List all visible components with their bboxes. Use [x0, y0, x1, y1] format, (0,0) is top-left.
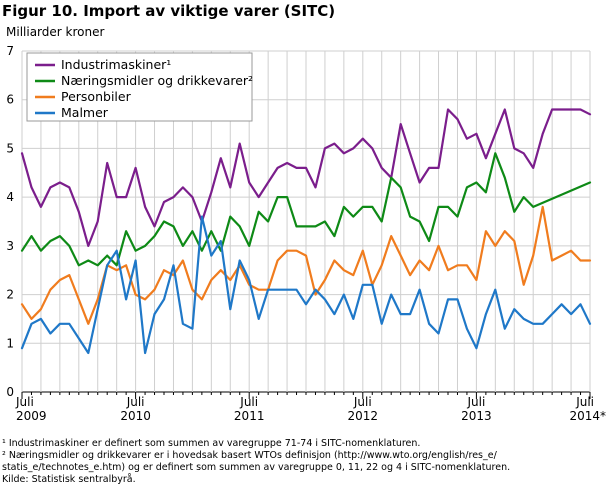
series-line-3: [20, 205, 592, 325]
legend-label-4: Malmer: [61, 105, 109, 120]
source-note: Kilde: Statistisk sentralbyrå.: [2, 474, 136, 485]
x-tick-year-label: 2013: [461, 409, 492, 423]
y-tick-label: 3: [6, 239, 14, 253]
legend-label-1: Industrimaskiner¹: [61, 57, 171, 72]
series-line-4: [20, 215, 592, 355]
x-tick-month-label: Juli: [15, 395, 34, 409]
x-tick-month-label: Juli: [239, 395, 258, 409]
footnote-1: ¹ Industrimaskiner er definert som summe…: [2, 438, 421, 449]
y-tick-label: 6: [6, 93, 14, 107]
y-tick-label: 5: [6, 141, 14, 155]
footnote-2: ² Næringsmidler og drikkevarer er i hove…: [2, 450, 497, 461]
y-tick-labels: 0 1 2 3 4 5 6 7: [6, 44, 14, 399]
legend-label-2: Næringsmidler og drikkevarer²: [61, 73, 253, 88]
legend-box: [26, 52, 253, 122]
x-tick-year-label: 2012: [348, 409, 379, 423]
x-tick-month-label: Juli: [126, 395, 145, 409]
y-tick-label: 1: [6, 336, 14, 350]
x-tick-month-label: Juli: [575, 395, 594, 409]
legend-label-3: Personbiler: [61, 89, 132, 104]
x-tick-year-label: 2011: [234, 409, 265, 423]
series-line-1: [20, 108, 592, 247]
y-tick-label: 7: [6, 44, 14, 58]
y-tick-label: 0: [6, 385, 14, 399]
unit-label: Milliarder kroner: [6, 25, 105, 39]
x-tick-month-label: Juli: [353, 395, 372, 409]
footnote-2-continued: statis_e/technotes_e.htm) og er definert…: [2, 462, 511, 473]
x-tick-year-label: 2014*: [569, 409, 606, 423]
series-lines: [20, 108, 592, 355]
x-tick-year-label: 2009: [16, 409, 47, 423]
y-tick-label: 4: [6, 190, 14, 204]
series-line-2: [20, 152, 592, 267]
x-tick-month-label: Juli: [466, 395, 485, 409]
figure-title: Figur 10. Import av viktige varer (SITC): [2, 2, 336, 20]
y-tick-label: 2: [6, 288, 14, 302]
x-axis: Juli2009Juli2010Juli2011Juli2012Juli2013…: [15, 392, 606, 423]
x-tick-year-label: 2010: [120, 409, 151, 423]
